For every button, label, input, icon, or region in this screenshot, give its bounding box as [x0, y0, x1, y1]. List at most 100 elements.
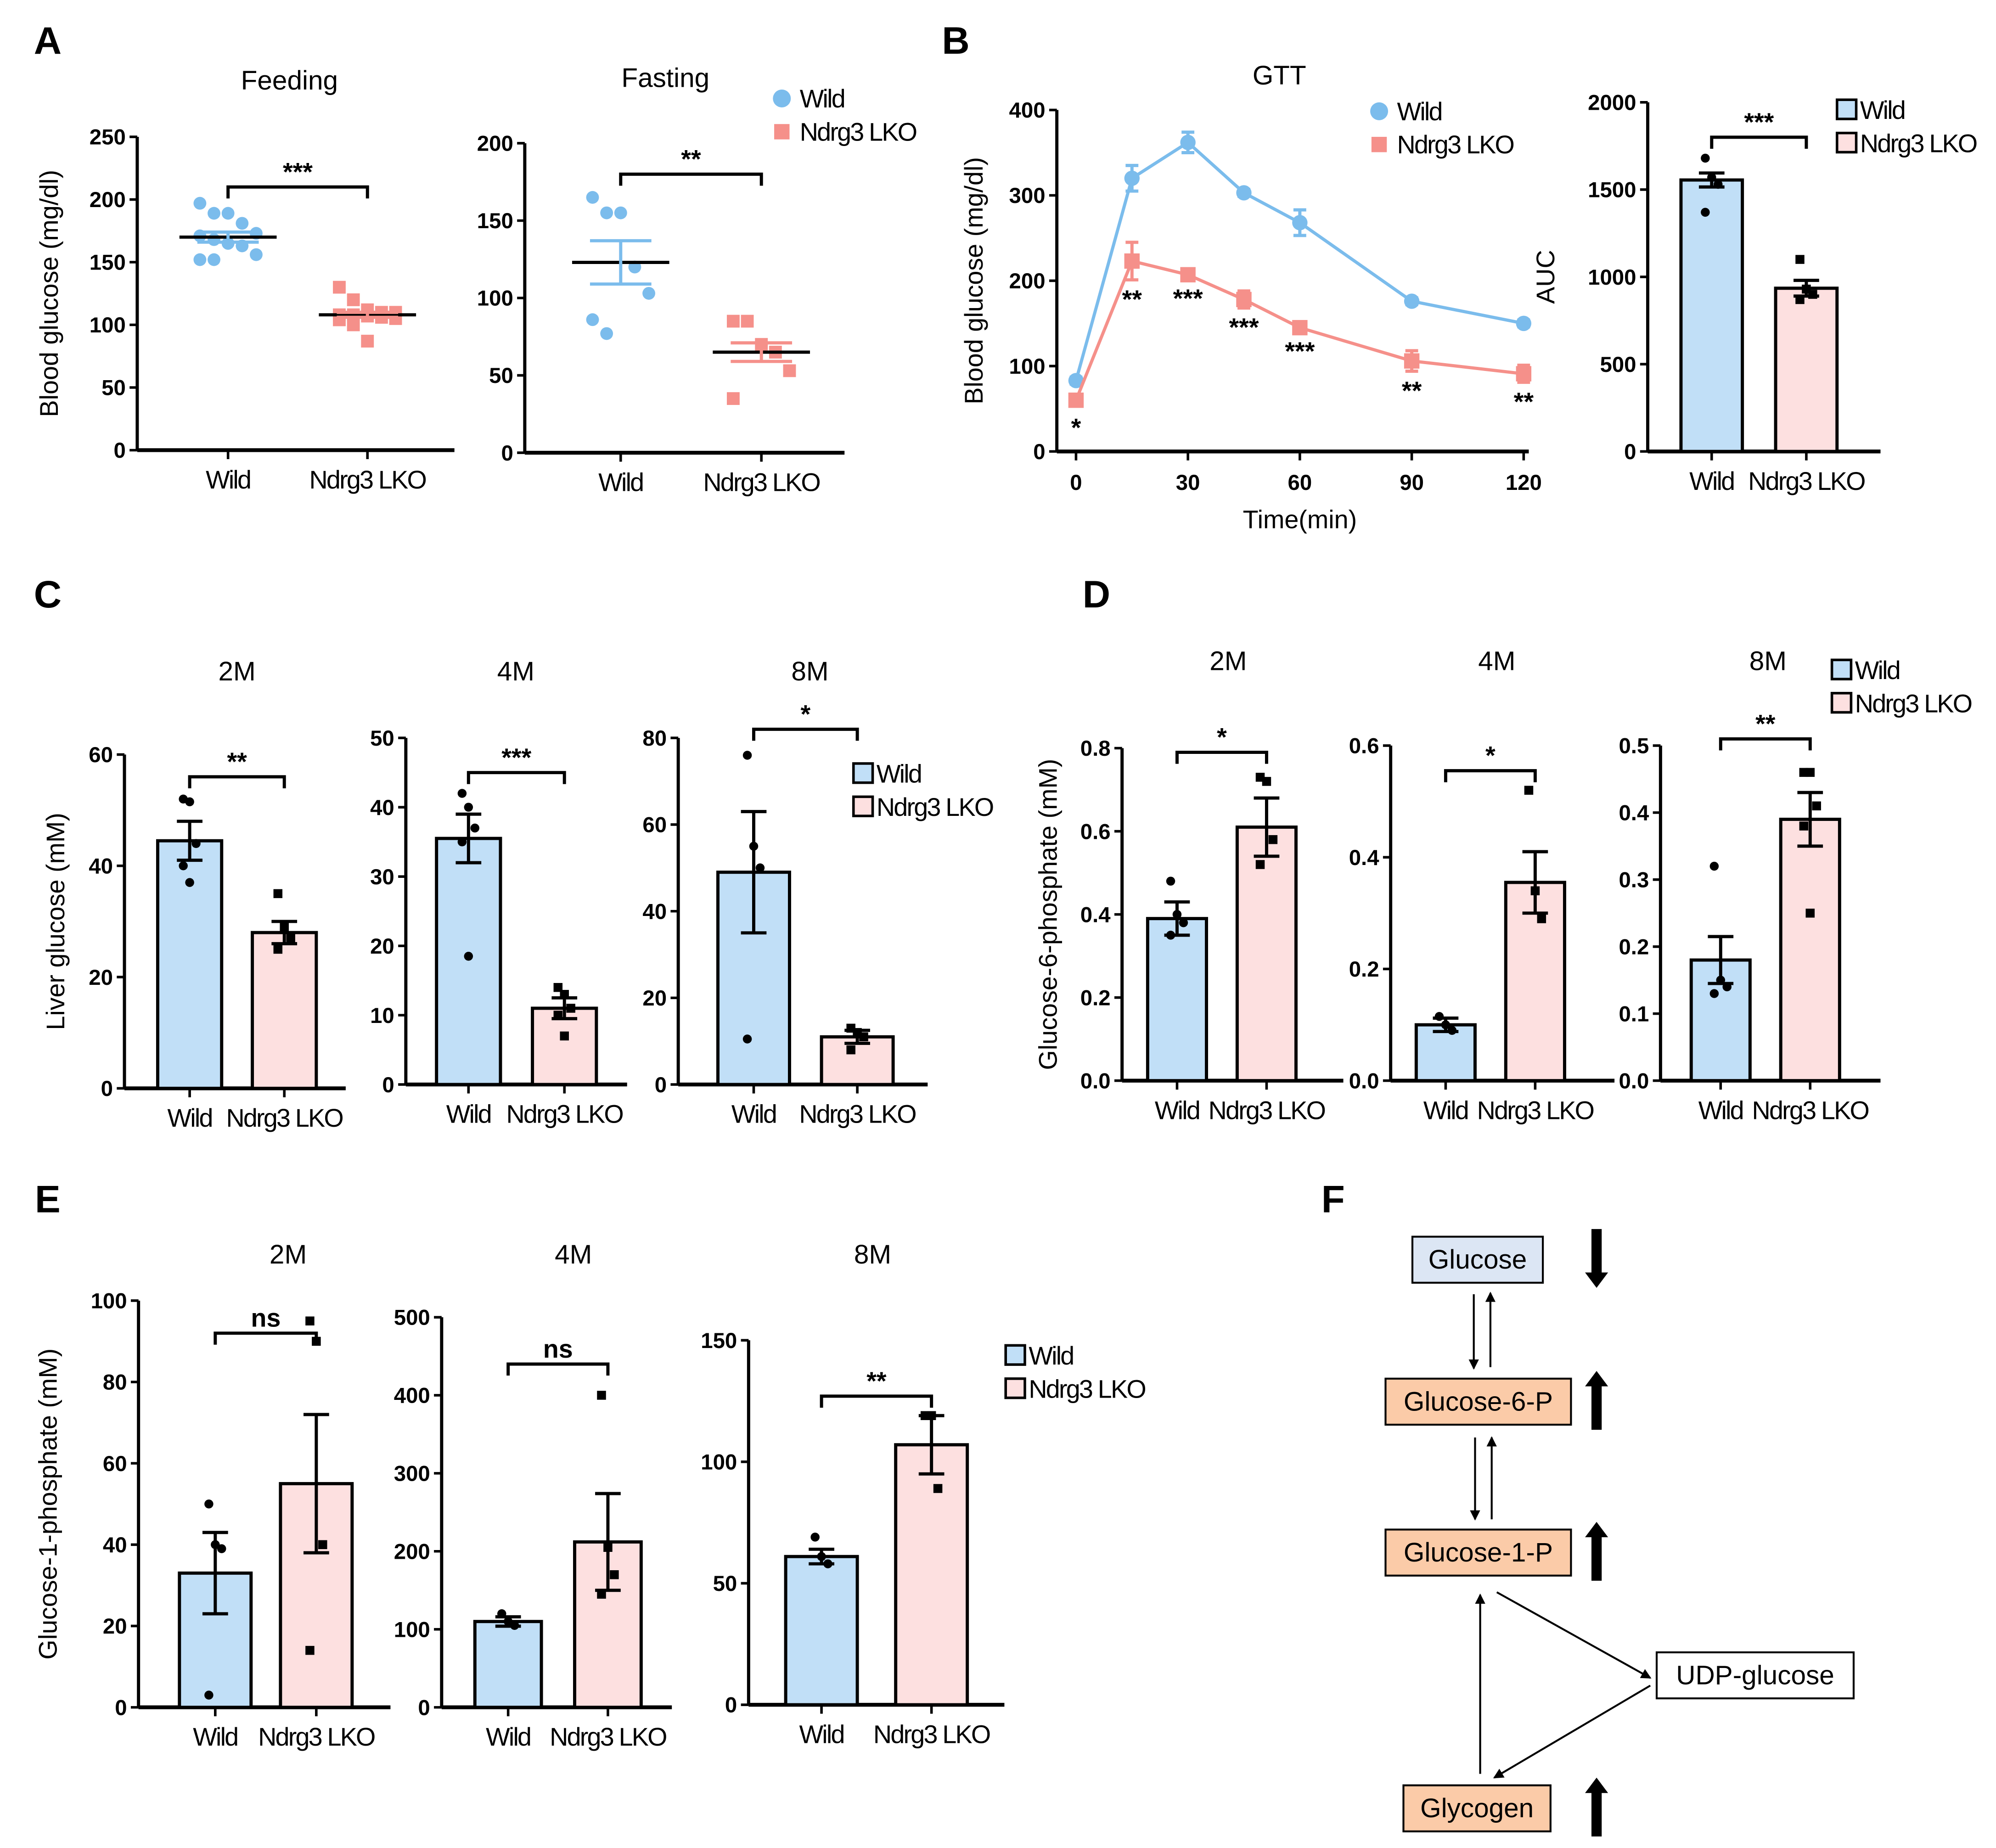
data-point-wild: [1236, 185, 1252, 201]
data-point-wild: [464, 803, 473, 812]
legend-ko-swatch: [1835, 131, 1858, 154]
data-point-ko: [741, 315, 754, 328]
x-category-label: Ndrg3 LKO: [309, 466, 426, 494]
x-category-label: Ndrg3 LKO: [703, 468, 820, 497]
data-point-ko: [1292, 320, 1308, 336]
data-point-wild: [1722, 982, 1732, 992]
significance-bracket: [226, 185, 369, 199]
y-tick-label: 300: [394, 1462, 430, 1486]
y-tick-label: 60: [89, 743, 113, 767]
data-point-ko: [783, 364, 796, 377]
data-point-ko: [305, 1646, 315, 1655]
x-tick-label: 90: [1400, 471, 1424, 495]
legend-wild-label: Wild: [1855, 656, 1900, 685]
error-bar-wild: [177, 820, 202, 862]
significance-label: *: [1217, 723, 1227, 752]
significance-bracket: [506, 1362, 610, 1376]
y-tick-label: 0.4: [1080, 903, 1111, 927]
legend-wild-marker: [1370, 102, 1389, 120]
data-point-wild: [1166, 876, 1175, 886]
error-bar-ko: [1522, 850, 1548, 915]
legend-ko-swatch: [1830, 691, 1853, 714]
data-point-wild: [457, 789, 467, 798]
y-tick-label: 0: [725, 1693, 737, 1718]
data-point-ko: [726, 315, 740, 328]
y-tick-label: 1500: [1588, 178, 1636, 202]
data-point-wild: [1124, 170, 1140, 186]
chart-title: Fasting: [621, 63, 709, 93]
x-category-label: Wild: [598, 468, 643, 497]
bar-ko: [894, 1443, 969, 1707]
data-point-wild: [817, 1552, 826, 1561]
x-category-label: Ndrg3 LKO: [506, 1100, 623, 1129]
significance-label: ***: [1173, 284, 1203, 313]
data-point-wild: [464, 952, 473, 961]
legend-ko-label: Ndrg3 LKO: [1855, 690, 1972, 718]
data-point-wild: [204, 1499, 214, 1509]
data-point-ko: [726, 392, 740, 405]
y-tick-label: 30: [370, 865, 394, 889]
legend-wild-label: Wild: [1860, 96, 1905, 124]
data-point-ko: [1799, 821, 1809, 831]
y-tick-label: 50: [713, 1572, 737, 1596]
data-point-ko: [347, 318, 360, 331]
significance-label: **: [681, 145, 701, 173]
y-tick-label: 0: [1033, 440, 1045, 464]
chart-e3: 0 50 100 150 8M Wild Ndrg3 LKO Wild Ndrg3 LKO **: [701, 1240, 1147, 1749]
chart-e1: 0 20 40 60 80 100 2M Glucose-1-phosphate (mM) Wi…: [34, 1240, 391, 1751]
data-point-ko: [933, 1484, 943, 1493]
y-tick-label: 200: [1009, 269, 1046, 293]
y-tick-label: 0.6: [1080, 820, 1111, 844]
x-tick-label: 30: [1176, 471, 1200, 495]
node-glucose-label: Glucose: [1428, 1245, 1527, 1275]
data-point-wild: [193, 197, 207, 210]
x-category-label: Ndrg3 LKO: [1477, 1096, 1594, 1124]
data-point-wild: [217, 1544, 226, 1553]
y-tick-label: 150: [90, 251, 126, 275]
panel-letter-E: E: [35, 1178, 61, 1221]
y-tick-label: 2000: [1588, 91, 1636, 115]
x-axis-label: Time(min): [1243, 505, 1357, 534]
y-tick-label: 20: [103, 1614, 127, 1639]
legend-ko-label: Ndrg3 LKO: [877, 793, 993, 821]
data-point-wild: [742, 1034, 752, 1044]
bar-wild: [435, 837, 502, 1086]
significance-label: ***: [1285, 337, 1315, 365]
significance-label: **: [227, 747, 247, 776]
node-g6p-label: Glucose-6-P: [1404, 1387, 1553, 1416]
y-tick-label: 1000: [1588, 265, 1636, 290]
y-tick-label: 20: [89, 966, 113, 990]
x-category-label: Wild: [799, 1720, 844, 1749]
data-point-wild: [236, 217, 249, 230]
error-bar-ko: [1797, 791, 1823, 848]
y-tick-label: 400: [1009, 98, 1046, 123]
x-category-label: Wild: [168, 1104, 212, 1132]
data-point-wild: [211, 1540, 220, 1550]
y-tick-label: 100: [701, 1450, 737, 1475]
x-category-label: Ndrg3 LKO: [226, 1104, 343, 1132]
y-axis-label: Glucose-1-phosphate (mM): [34, 1348, 62, 1660]
y-tick-label: 150: [477, 209, 513, 233]
bar-wild: [473, 1620, 543, 1709]
significance-bracket: [1710, 135, 1808, 149]
node-g6p: [1384, 1377, 1572, 1426]
legend-ko-swatch: [1004, 1377, 1026, 1399]
data-point-ko: [273, 889, 283, 899]
significance-bracket: [820, 1394, 933, 1408]
data-point-wild: [600, 206, 613, 219]
data-point-wild: [221, 207, 235, 220]
y-tick-label: 0.5: [1619, 734, 1649, 758]
data-point-wild: [1068, 373, 1084, 388]
node-g1p: [1384, 1528, 1572, 1577]
significance-label: **: [1514, 388, 1534, 416]
bar-wild: [1414, 1023, 1477, 1083]
y-tick-label: 0: [418, 1696, 430, 1720]
chart-c1: 0 20 40 60 2M Liver glucose (mM) Wild Ndrg3 LKO…: [41, 657, 346, 1132]
error-bar-wild: [455, 812, 482, 865]
chart-title: 8M: [1749, 646, 1787, 676]
bar-wild: [784, 1555, 859, 1707]
x-category-label: Wild: [486, 1723, 530, 1751]
y-tick-label: 40: [370, 796, 394, 820]
significance-label: ***: [1744, 108, 1774, 136]
y-axis-label: AUC: [1531, 250, 1560, 304]
